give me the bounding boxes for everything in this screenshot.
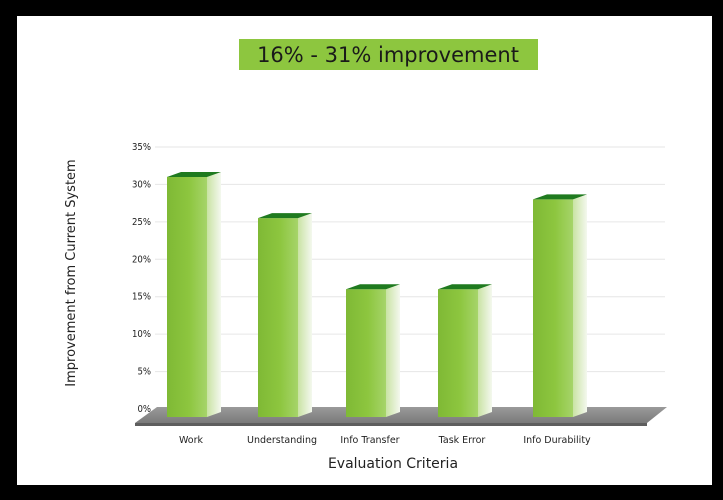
x-axis-categories: Work Understanding Info Transfer Task Error… <box>179 435 591 446</box>
y-tick-label: 5% <box>137 367 151 378</box>
x-axis-title: Evaluation Criteria <box>328 456 458 472</box>
bar-side <box>207 171 221 417</box>
y-tick-label: 20% <box>132 254 151 265</box>
gridlines <box>155 146 665 373</box>
y-tick-label: 15% <box>132 292 151 303</box>
x-category-label: Task Error <box>438 435 486 446</box>
chart-title: 16% - 31% improvement <box>257 43 519 67</box>
bar <box>438 284 492 417</box>
y-tick-label: 0% <box>137 404 151 415</box>
x-category-label: Understanding <box>247 435 317 446</box>
bar-side <box>386 284 400 417</box>
floor-edge <box>135 423 647 426</box>
chart-title-box <box>239 39 538 70</box>
bar <box>167 171 221 417</box>
bars <box>167 171 587 417</box>
bar <box>258 213 312 417</box>
bar-front <box>258 218 298 417</box>
y-axis-title: Improvement from Current System <box>64 159 79 386</box>
bar-side <box>573 194 587 417</box>
chart-frame: 16% - 31% improvement 0% 5% 10% 15% 20% 25% 30… <box>17 16 712 485</box>
y-tick-label: 30% <box>132 179 151 190</box>
x-category-label: Info Transfer <box>340 435 399 446</box>
bar-front <box>346 289 386 417</box>
bar-top <box>346 284 400 290</box>
bar-top <box>533 194 587 200</box>
y-tick-label: 10% <box>132 329 151 340</box>
bar <box>346 284 400 417</box>
y-axis-ticks: 0% 5% 10% 15% 20% 25% 30% 35% <box>132 142 151 415</box>
bar-top <box>167 171 221 177</box>
bar-side <box>478 284 492 417</box>
bar <box>533 194 587 417</box>
bar-top <box>258 213 312 219</box>
y-tick-label: 25% <box>132 217 151 228</box>
bar-front <box>533 199 573 417</box>
bar-chart: 16% - 31% improvement 0% 5% 10% 15% 20% 25% 30… <box>64 39 667 472</box>
x-category-label: Info Durability <box>523 435 591 446</box>
bar-top <box>438 284 492 290</box>
x-category-label: Work <box>179 435 204 446</box>
bar-front <box>438 289 478 417</box>
bar-front <box>167 176 207 417</box>
bar-side <box>298 213 312 417</box>
y-tick-label: 35% <box>132 142 151 153</box>
